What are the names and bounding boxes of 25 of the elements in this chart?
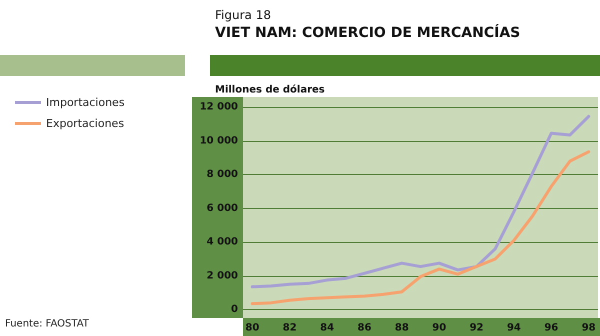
x-tick-label: 80 bbox=[245, 322, 260, 334]
legend-label: Exportaciones bbox=[46, 117, 124, 130]
y-tick-label: 10 000 bbox=[200, 135, 238, 146]
x-tick-label: 84 bbox=[320, 322, 334, 334]
chart-subtitle: Figura 18 bbox=[215, 8, 271, 22]
x-tick-label: 90 bbox=[432, 322, 446, 334]
chart-title: VIET NAM: COMERCIO DE MERCANCÍAS bbox=[215, 24, 520, 41]
legend-label: Importaciones bbox=[46, 96, 125, 109]
x-tick-label: 98 bbox=[582, 322, 596, 334]
y-axis-title: Millones de dólares bbox=[215, 84, 325, 96]
y-tick-label: 0 bbox=[231, 304, 238, 316]
y-tick-label: 8 000 bbox=[206, 169, 238, 180]
x-tick-label: 86 bbox=[357, 322, 372, 334]
y-tick-label: 12 000 bbox=[200, 102, 238, 113]
line-series bbox=[250, 114, 590, 288]
y-tick-label: 2 000 bbox=[206, 270, 238, 282]
x-tick-label: 88 bbox=[394, 322, 409, 334]
x-tick-label: 96 bbox=[544, 322, 558, 334]
x-tick-label: 82 bbox=[282, 322, 297, 334]
line-series bbox=[250, 150, 590, 306]
y-tick-label: 4 000 bbox=[206, 236, 238, 248]
source-note: Fuente: FAOSTAT bbox=[5, 318, 90, 330]
y-tick-label: 6 000 bbox=[206, 202, 238, 214]
x-tick-label: 94 bbox=[506, 322, 521, 334]
x-tick-label: 92 bbox=[470, 322, 484, 334]
